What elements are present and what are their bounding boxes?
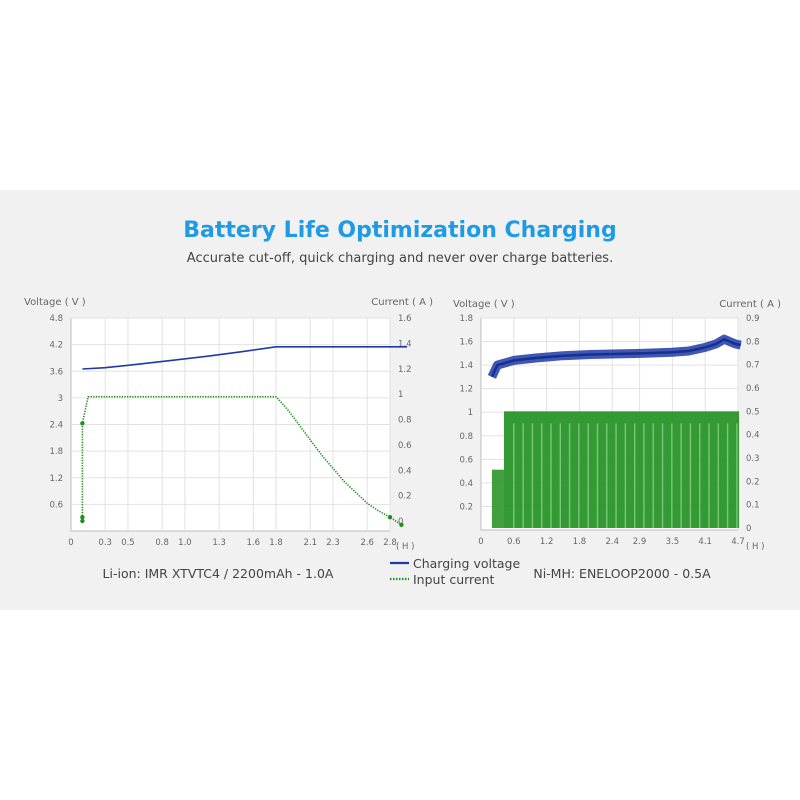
right-x-tick-label: 0 [478, 537, 483, 547]
left-y-right-tick-label: 0 [398, 517, 403, 527]
right-y-right-tick-label: 0.7 [746, 361, 760, 371]
right-y-right-tick-label: 0.1 [746, 501, 760, 511]
left-x-tick-label: 2.8 [383, 538, 397, 548]
right-y-left-tick-label: 1 [468, 408, 473, 418]
left-y-right-tick-label: 0.2 [398, 492, 412, 502]
left-x-tick-label: 0.5 [121, 538, 135, 548]
right-x-tick-label: 1.8 [573, 537, 587, 547]
left-y-left-tick-label: 4.2 [49, 341, 63, 351]
left-ylabel-voltage: Voltage ( V ) [24, 297, 86, 308]
left-current-point [80, 421, 85, 426]
right-ylabel-current: Current ( A ) [719, 299, 781, 310]
left-y-right-tick-label: 0.4 [398, 466, 412, 476]
right-ylabel-voltage: Voltage ( V ) [453, 299, 515, 310]
left-x-tick-label: 1.0 [178, 538, 192, 548]
right-y-left-tick-label: 0.8 [459, 432, 473, 442]
left-y-left-tick-label: 3 [58, 394, 63, 404]
left-y-left-tick-label: 0.6 [49, 500, 63, 510]
left-y-right-tick-label: 0.8 [398, 416, 412, 426]
right-y-right-tick-label: 0.5 [746, 407, 760, 417]
right-y-left-tick-label: 0.2 [459, 502, 473, 512]
right-y-left-tick-label: 1.4 [459, 361, 473, 371]
right-xlabel: ( H ) [746, 542, 764, 552]
right-y-right-tick-label: 0.4 [746, 431, 760, 441]
left-y-right-tick-label: 1.6 [398, 314, 412, 324]
left-chart-caption: Li-ion: IMR XTVTC4 / 2200mAh - 1.0A [103, 566, 334, 581]
left-current-point [80, 518, 85, 524]
right-current-pulses [503, 411, 740, 528]
right-y-left-tick-label: 1.8 [459, 314, 473, 324]
right-chart: 0 0.6 1.2 1.8 2.4 2.9 3.5 4.1 4.7 1.8 1.6 1.4 1.2 1 0.… [459, 314, 759, 547]
right-y-right-tick-label: 0.9 [746, 314, 760, 324]
right-y-right-tick-label: 0.3 [746, 454, 760, 464]
left-voltage-line [82, 345, 408, 370]
right-x-tick-label: 4.7 [731, 537, 745, 547]
left-x-tick-label: 0 [68, 538, 73, 548]
left-xlabel: ( H ) [396, 542, 414, 552]
left-y-left-tick-label: 1.8 [49, 447, 63, 457]
left-y-right-tick-label: 1.2 [398, 365, 412, 375]
right-current-initial [491, 469, 504, 528]
left-current-point [399, 522, 404, 528]
left-ylabel-current: Current ( A ) [371, 297, 433, 308]
right-y-right-tick-label: 0 [746, 524, 751, 534]
left-current-line [81, 395, 402, 526]
left-chart: 0 0.3 0.5 0.8 1.0 1.3 1.6 1.8 2.1 2.3 2.6 2.8 4.8 4.2… [49, 314, 411, 548]
right-x-tick-label: 1.2 [540, 537, 554, 547]
left-y-left-tick-label: 2.4 [49, 421, 63, 431]
legend-current-label: Input current [413, 572, 495, 587]
left-x-tick-label: 2.1 [303, 538, 317, 548]
left-x-tick-label: 2.3 [326, 538, 340, 548]
left-y-right-tick-label: 1 [398, 390, 403, 400]
left-x-tick-label: 0.8 [155, 538, 169, 548]
left-y-right-tick-label: 0.6 [398, 441, 412, 451]
right-y-left-tick-label: 0.4 [459, 479, 473, 489]
right-voltage-line [490, 337, 741, 378]
left-x-tick-label: 1.8 [269, 538, 283, 548]
legend-voltage-label: Charging voltage [413, 556, 520, 571]
left-y-right-tick-label: 1.4 [398, 339, 412, 349]
left-y-left-tick-label: 4.8 [49, 314, 63, 324]
page-subtitle: Accurate cut-off, quick charging and nev… [186, 251, 614, 266]
left-y-left-tick-label: 1.2 [49, 474, 63, 484]
page-title: Battery Life Optimization Charging [183, 218, 617, 243]
right-y-left-tick-label: 1.6 [459, 338, 473, 348]
left-y-left-tick-label: 3.6 [49, 367, 63, 377]
right-y-right-tick-label: 0.2 [746, 477, 760, 487]
right-y-left-tick-label: 0.6 [459, 455, 473, 465]
left-x-tick-label: 0.3 [98, 538, 112, 548]
right-x-tick-label: 2.4 [605, 537, 619, 547]
left-x-tick-label: 2.6 [360, 538, 374, 548]
right-y-left-tick-label: 1.2 [459, 385, 473, 395]
left-current-point [387, 514, 393, 520]
left-current-point [80, 514, 85, 520]
right-x-tick-label: 3.5 [666, 537, 680, 547]
right-y-right-tick-label: 0.6 [746, 384, 760, 394]
right-x-tick-label: 0.6 [507, 537, 521, 547]
right-chart-caption: Ni-MH: ENELOOP2000 - 0.5A [533, 566, 711, 581]
right-x-tick-label: 4.1 [698, 537, 712, 547]
left-x-tick-label: 1.6 [247, 538, 261, 548]
right-x-tick-label: 2.9 [633, 537, 647, 547]
left-x-tick-label: 1.3 [212, 538, 226, 548]
right-y-right-tick-label: 0.8 [746, 337, 760, 347]
